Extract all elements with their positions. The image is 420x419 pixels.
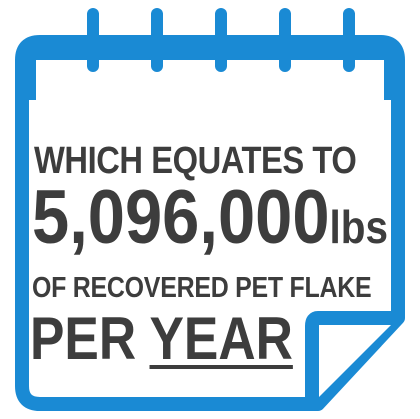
period-prefix: PER (30, 305, 150, 372)
amount-unit: lbs (329, 201, 389, 253)
material-line: OF RECOVERED PET FLAKE (32, 272, 372, 304)
period-line: PER YEAR (30, 306, 293, 372)
amount-line: 5,096,000lbs (32, 180, 388, 256)
intro-line: WHICH EQUATES TO (34, 140, 357, 182)
period-emphasis: YEAR (149, 305, 293, 372)
calendar-rings (87, 8, 355, 72)
amount-value: 5,096,000 (32, 175, 330, 260)
calendar-page-curl (305, 311, 398, 404)
